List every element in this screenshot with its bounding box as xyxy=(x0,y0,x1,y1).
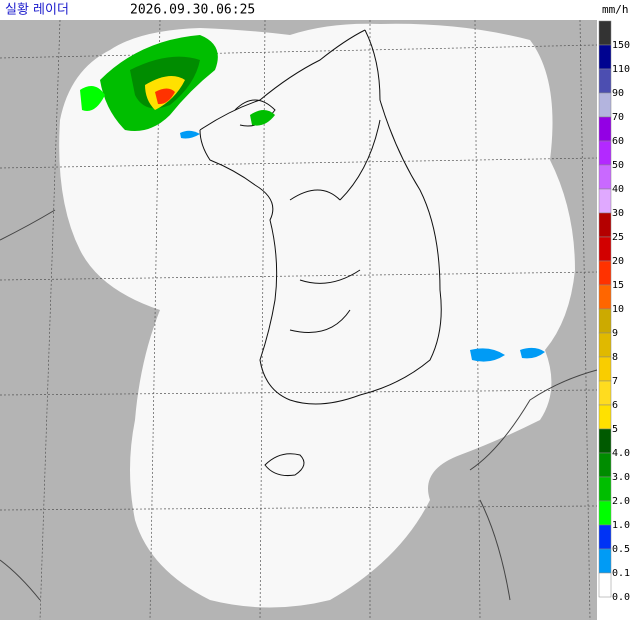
legend-swatch xyxy=(598,476,612,502)
radar-coverage xyxy=(59,23,575,608)
legend-label: 25 xyxy=(612,232,624,243)
legend-swatch xyxy=(598,524,612,550)
legend-label: 150 xyxy=(612,40,630,51)
legend-swatch xyxy=(598,188,612,214)
legend-label: 110 xyxy=(612,64,630,75)
legend-label: 2.0 xyxy=(612,496,630,507)
legend-label: 0.1 xyxy=(612,568,630,579)
legend-label: 30 xyxy=(612,208,624,219)
legend-label: 0.5 xyxy=(612,544,630,555)
legend-label: 0.0 xyxy=(612,592,630,603)
legend-label: 1.0 xyxy=(612,520,630,531)
legend-swatch xyxy=(598,332,612,358)
coastline xyxy=(199,29,442,476)
legend-swatch xyxy=(598,500,612,526)
legend-label: 70 xyxy=(612,112,624,123)
legend-swatch xyxy=(598,452,612,478)
legend-label: 20 xyxy=(612,256,624,267)
legend-label: 40 xyxy=(612,184,624,195)
legend-label: 8 xyxy=(612,352,618,363)
legend-label: 9 xyxy=(612,328,618,339)
legend-swatch xyxy=(598,20,612,46)
legend-swatch xyxy=(598,140,612,166)
legend-swatch xyxy=(598,284,612,310)
legend-swatch xyxy=(598,236,612,262)
legend-swatch xyxy=(598,428,612,454)
legend-swatch xyxy=(598,164,612,190)
legend-swatch xyxy=(598,44,612,70)
legend: 150 110 90 70 60 50 40 30 25 20 15 10 9 8 7 6 5 4.0 3.0 2.0… xyxy=(598,20,630,603)
timestamp: 2026.09.30.06:25 xyxy=(130,3,255,18)
legend-swatch xyxy=(598,68,612,94)
legend-label: 6 xyxy=(612,400,618,411)
legend-label: 10 xyxy=(612,304,624,315)
legend-swatch xyxy=(598,260,612,286)
legend-swatch xyxy=(598,572,612,598)
rain-echoes xyxy=(80,35,545,362)
legend-label: 60 xyxy=(612,136,624,147)
header-bar xyxy=(0,0,635,20)
legend-swatch xyxy=(598,380,612,406)
legend-swatch xyxy=(598,548,612,574)
legend-swatch xyxy=(598,212,612,238)
legend-swatch xyxy=(598,404,612,430)
unit: mm/h xyxy=(602,3,629,16)
legend-label: 90 xyxy=(612,88,624,99)
legend-label: 50 xyxy=(612,160,624,171)
legend-swatch xyxy=(598,92,612,118)
title: 실황 레이더 xyxy=(5,3,69,18)
legend-swatch xyxy=(598,308,612,334)
legend-label: 4.0 xyxy=(612,448,630,459)
grid xyxy=(0,19,598,620)
legend-swatch xyxy=(598,356,612,382)
land-outline xyxy=(0,209,598,601)
legend-label: 15 xyxy=(612,280,624,291)
legend-swatch xyxy=(598,116,612,142)
legend-label: 7 xyxy=(612,376,618,387)
map xyxy=(0,19,598,620)
legend-label: 5 xyxy=(612,424,618,435)
legend-label: 3.0 xyxy=(612,472,630,483)
